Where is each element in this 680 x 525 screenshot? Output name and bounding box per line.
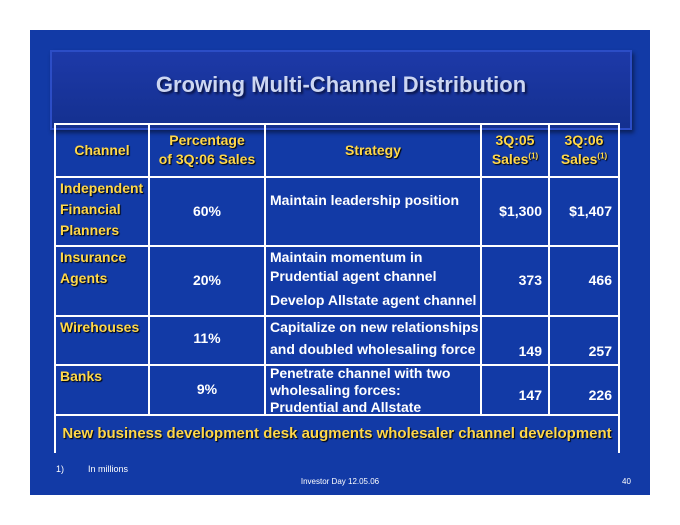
percentage-value: 20% xyxy=(192,272,222,288)
footnote-number: 1) xyxy=(56,464,65,474)
header-3q05-line1: 3Q:05 xyxy=(495,132,535,148)
channel-line: Financial xyxy=(60,201,121,217)
event-label: Investor Day 12.05.06 xyxy=(300,477,380,486)
sales-3q05: 373 xyxy=(518,272,542,288)
strategy-line: Prudential agent channel xyxy=(270,268,437,284)
header-3q05-sales: Sales xyxy=(491,151,529,167)
header-3q06-line2: Sales(1) xyxy=(550,151,618,167)
strategy-line: Capitalize on new relationships xyxy=(270,319,479,335)
strategy-line: and doubled wholesaling force xyxy=(270,341,476,357)
channel-line: Banks xyxy=(60,368,103,384)
footer-message: New business development desk augments w… xyxy=(62,425,612,442)
channel-line: Agents xyxy=(60,270,108,286)
sales-3q06: $1,407 xyxy=(569,203,612,219)
row-divider xyxy=(56,245,618,247)
slide: Growing Multi-Channel Distribution Chann… xyxy=(30,30,650,495)
channel-line: Independent xyxy=(60,180,144,196)
strategy-line: Penetrate channel with two xyxy=(270,365,451,381)
row-divider xyxy=(56,315,618,317)
sales-3q06: 257 xyxy=(588,343,612,359)
footnote-marker: (1) xyxy=(597,151,608,161)
percentage-value: 9% xyxy=(196,381,218,397)
sales-3q05: 147 xyxy=(518,387,542,403)
column-divider xyxy=(480,125,482,414)
channel-line: Insurance xyxy=(60,249,127,265)
header-percentage-line2: of 3Q:06 Sales xyxy=(158,151,256,167)
row-divider xyxy=(56,176,618,178)
footnote-text: In millions xyxy=(88,464,129,474)
strategy-line: Maintain leadership position xyxy=(270,192,460,208)
sales-3q06: 466 xyxy=(588,272,612,288)
percentage-value: 60% xyxy=(192,203,222,219)
sales-3q05: 149 xyxy=(518,343,542,359)
header-3q06-sales: Sales xyxy=(560,151,598,167)
slide-title: Growing Multi-Channel Distribution xyxy=(155,72,527,97)
header-3q06-line1: 3Q:06 xyxy=(564,132,604,148)
channel-line: Wirehouses xyxy=(60,319,140,335)
header-3q05-line2: Sales(1) xyxy=(482,151,548,167)
column-divider xyxy=(148,125,150,414)
footer-banner: New business development desk augments w… xyxy=(56,414,618,453)
channel-line: Planners xyxy=(60,222,120,238)
header-percentage-line1: Percentage xyxy=(169,132,245,148)
page-number: 40 xyxy=(622,477,631,486)
sales-3q06: 226 xyxy=(588,387,612,403)
header-channel: Channel xyxy=(74,142,130,158)
distribution-table: Channel Percentage of 3Q:06 Sales Strate… xyxy=(54,123,620,453)
strategy-line: Develop Allstate agent channel xyxy=(270,292,477,308)
title-bar: Growing Multi-Channel Distribution xyxy=(50,50,632,130)
percentage-value: 11% xyxy=(193,330,221,346)
strategy-line: Prudential and Allstate xyxy=(270,399,422,415)
sales-3q05: $1,300 xyxy=(499,203,542,219)
header-strategy: Strategy xyxy=(344,142,402,158)
strategy-line: wholesaling forces: xyxy=(270,382,401,398)
footnote-marker: (1) xyxy=(528,151,539,161)
strategy-line: Maintain momentum in xyxy=(270,249,423,265)
column-divider xyxy=(548,125,550,414)
row-divider xyxy=(56,364,618,366)
column-divider xyxy=(264,125,266,414)
